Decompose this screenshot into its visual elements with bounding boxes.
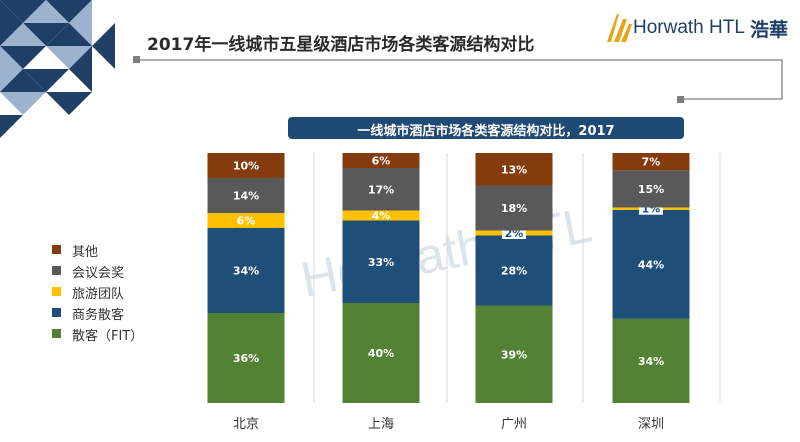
data-label: 28%	[501, 265, 527, 278]
category-label: 上海	[368, 417, 394, 432]
category-label: 北京	[233, 417, 259, 432]
legend-label: 其他	[72, 245, 99, 260]
data-label: 34%	[233, 265, 259, 278]
connector-line	[137, 59, 783, 100]
horwath-logo: Horwath HTL 浩華	[605, 10, 795, 46]
data-label: 14%	[233, 190, 259, 203]
data-label: 40%	[368, 347, 394, 360]
bar-segment	[612, 153, 690, 171]
bar-segment	[207, 313, 285, 403]
bar-segment	[475, 185, 553, 231]
category-label: 深圳	[638, 417, 664, 432]
bar-segment	[207, 213, 285, 228]
bar-segment	[207, 228, 285, 313]
legend-swatch	[52, 329, 61, 338]
data-label: 18%	[501, 202, 527, 215]
connector-end-left	[133, 56, 140, 63]
bar-segment	[207, 153, 285, 178]
legend-swatch	[52, 266, 61, 275]
data-label: 44%	[638, 258, 664, 271]
legend-swatch	[52, 308, 61, 317]
bar-segment	[342, 220, 420, 303]
bar-segment	[207, 178, 285, 213]
data-label: 4%	[372, 210, 391, 223]
connector-end-right	[677, 96, 684, 103]
chart-title: 一线城市酒店市场各类客源结构对比，2017	[357, 124, 615, 139]
bar-segment	[342, 210, 420, 221]
data-label: 6%	[237, 215, 256, 228]
data-label: 34%	[638, 355, 664, 368]
legend-swatch	[52, 245, 61, 254]
bar-segment	[342, 153, 420, 168]
category-label: 广州	[501, 417, 527, 432]
logo-chinese-text: 浩華	[750, 19, 789, 41]
data-label: 15%	[638, 183, 664, 196]
data-label: 33%	[368, 256, 394, 269]
logo-text: Horwath HTL	[633, 17, 745, 38]
bar-segment	[342, 168, 420, 211]
legend-label: 会议会奖	[72, 266, 125, 281]
data-label: 17%	[368, 183, 394, 196]
data-label: 7%	[642, 156, 661, 169]
bar-segment	[612, 170, 690, 208]
legend-label: 商务散客	[72, 308, 125, 323]
chart-title-bar: 一线城市酒店市场各类客源结构对比，2017	[288, 117, 684, 139]
legend-label: 散客（FIT）	[72, 329, 144, 344]
bar-segment	[475, 153, 553, 186]
bar-segment	[342, 303, 420, 403]
data-label: 10%	[233, 160, 259, 173]
data-label: 13%	[501, 163, 527, 176]
legend-label: 旅游团队	[72, 287, 125, 302]
data-label: 6%	[372, 155, 391, 168]
page-title: 2017年一线城市五星级酒店市场各类客源结构对比	[147, 35, 535, 55]
data-label: 39%	[501, 348, 527, 361]
bar-segment	[475, 235, 553, 306]
data-label: 36%	[233, 352, 259, 365]
bar-segment	[612, 318, 690, 403]
logo-mark-icon	[607, 14, 632, 42]
legend-swatch	[52, 287, 61, 296]
bar-segment	[475, 305, 553, 403]
corner-triangles	[0, 0, 115, 138]
bar-segment	[612, 209, 690, 319]
